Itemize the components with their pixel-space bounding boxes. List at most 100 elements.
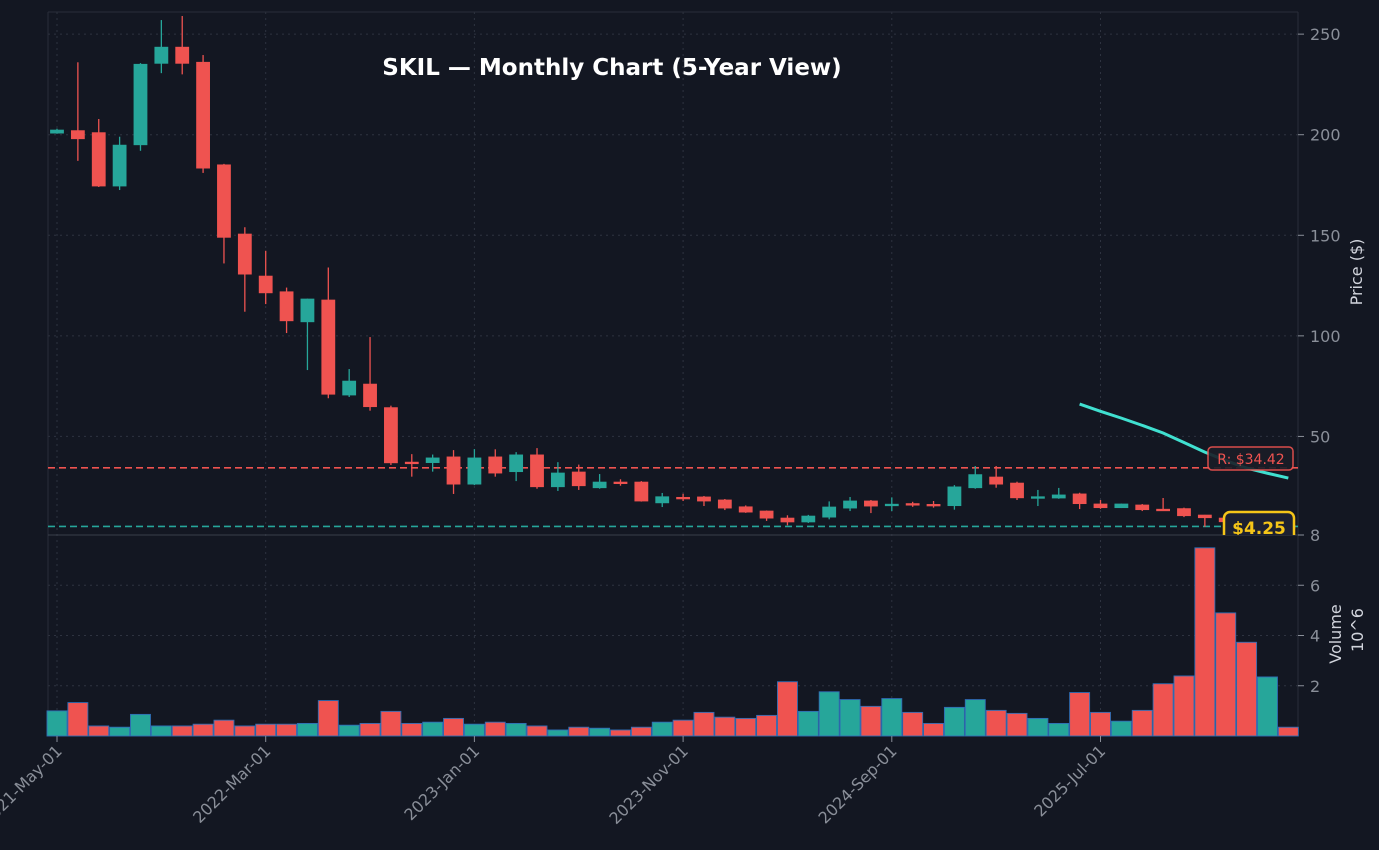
volume-bar [192, 723, 214, 737]
volume-bar [234, 725, 256, 737]
candle-body [196, 61, 210, 169]
last-price-text: $4.25 [1232, 519, 1286, 539]
candle-body [446, 456, 461, 485]
last-price-box [1222, 510, 1296, 535]
candle-body [1177, 508, 1191, 517]
candle-body [926, 504, 941, 507]
volume-bar [923, 722, 944, 737]
volume-bar [401, 722, 423, 737]
candle-body [50, 129, 64, 134]
y-axis-ticks: 50 100 150 200 250 2 4 6 8 [1298, 25, 1341, 696]
volume-bar [109, 726, 131, 737]
candle-body [550, 472, 565, 488]
volume-bar [881, 698, 903, 737]
volume-bar [735, 717, 757, 737]
volume-bar [589, 727, 611, 737]
volume-axis-label: Volume [1326, 604, 1345, 664]
candle-body [655, 496, 670, 504]
volume-tick-label: 2 [1310, 677, 1320, 696]
candle-body [237, 233, 252, 275]
volume-bar [338, 724, 360, 737]
candle-body [217, 164, 231, 238]
candle-body [947, 486, 962, 507]
candle-body [634, 481, 649, 502]
volume-tick-label: 4 [1310, 627, 1320, 646]
volume-bar [693, 711, 715, 737]
candle-body [905, 503, 920, 506]
candle-body [592, 481, 607, 489]
candle-body [759, 510, 774, 519]
volume-bar [255, 723, 277, 737]
resistance-box [1207, 446, 1294, 471]
candle-body [488, 456, 503, 474]
candle-body [279, 291, 294, 322]
volume-bar [1277, 726, 1299, 737]
volume-bar [943, 706, 965, 737]
volume-bar [902, 711, 924, 737]
price-axis-label: Price ($) [1347, 239, 1366, 306]
candle-body [467, 457, 482, 485]
volume-bar [1069, 692, 1091, 737]
candle-body [717, 499, 732, 509]
price-tick-label: 250 [1310, 25, 1341, 44]
volume-bar [317, 700, 339, 737]
candle-body [70, 130, 85, 140]
volume-bars [46, 547, 1299, 737]
candle-body [384, 407, 398, 464]
price-tick-label: 200 [1310, 126, 1341, 145]
candle-body [697, 496, 711, 502]
candle-body [258, 275, 273, 294]
volume-bar [1194, 547, 1216, 737]
candle-body [1093, 503, 1108, 509]
candle-body [780, 517, 795, 523]
last-price-label: $4.25 [1222, 510, 1296, 539]
candle-body [843, 500, 857, 509]
candle-body [300, 298, 315, 323]
volume-bar [150, 725, 172, 737]
volume-bar [1173, 675, 1195, 737]
volume-bar [1152, 683, 1174, 737]
price-tick-label: 50 [1310, 427, 1330, 446]
volume-bar [651, 721, 673, 737]
candle-body [676, 496, 690, 500]
volume-bar [839, 699, 861, 737]
candle-body [1010, 482, 1024, 499]
volume-bar [526, 725, 548, 737]
candle-body [112, 144, 127, 187]
volume-bar [860, 705, 882, 737]
volume-bar [797, 710, 819, 737]
volume-exponent: 10^6 [1348, 608, 1367, 652]
volume-bar [296, 722, 318, 737]
candle-body [91, 132, 106, 187]
volume-bar [88, 725, 110, 737]
candle-body [1114, 503, 1129, 509]
volume-bar [1027, 717, 1049, 737]
volume-bar [484, 721, 506, 737]
volume-bar [422, 721, 444, 737]
candle-body [404, 461, 419, 465]
price-tick-label: 150 [1310, 226, 1341, 245]
volume-bar [777, 681, 798, 737]
candle-body [884, 503, 899, 507]
volume-bar [547, 729, 569, 737]
volume-bar [672, 719, 694, 737]
volume-bar [505, 722, 527, 737]
candle-body [509, 454, 524, 473]
candle-body [342, 380, 357, 396]
volume-bar [630, 726, 652, 737]
volume-bar [610, 729, 631, 737]
volume-bar [359, 722, 381, 737]
volume-bar [1131, 709, 1153, 737]
volume-bar [463, 723, 485, 737]
volume-bar [1257, 676, 1278, 737]
volume-bar [1215, 612, 1237, 737]
candle-body [133, 63, 148, 146]
volume-bar [1110, 720, 1132, 737]
volume-bar [568, 726, 590, 737]
volume-bar [964, 699, 986, 737]
candle-body [968, 474, 983, 489]
candle-body [613, 481, 628, 484]
volume-bar [67, 702, 89, 737]
